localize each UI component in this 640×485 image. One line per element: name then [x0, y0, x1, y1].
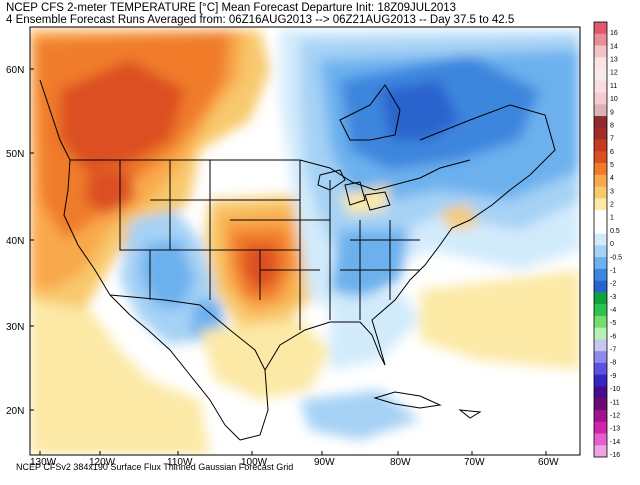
colorbar-swatch	[594, 409, 607, 423]
lon-label-80w: 80W	[390, 457, 411, 468]
lon-label-70w: 70W	[464, 457, 485, 468]
colorbar-swatch	[594, 257, 607, 270]
lat-ticks	[30, 68, 547, 455]
colorbar-label: 4	[610, 175, 614, 182]
colorbar-swatch	[594, 327, 607, 340]
colorbar-label: -8	[610, 360, 616, 367]
lat-label-60n: 60N	[6, 65, 24, 76]
colorbar-label: -14	[610, 439, 620, 446]
colorbar-swatch	[594, 315, 607, 328]
colorbar-label: 2	[610, 202, 614, 209]
colorbar-swatch	[594, 268, 607, 281]
colorbar-label: 13	[610, 57, 618, 64]
colorbar-swatch	[594, 292, 607, 305]
colorbar-swatch	[594, 233, 607, 246]
colorbar-swatch	[594, 57, 607, 70]
colorbar-label: 10	[610, 96, 618, 103]
colorbar-label: -9	[610, 373, 616, 380]
lat-label-20n: 20N	[6, 406, 24, 417]
colorbar-label: -0.5	[610, 254, 622, 261]
colorbar-swatch	[594, 22, 607, 35]
title-line-1: NCEP CFS 2-meter TEMPERATURE [°C] Mean F…	[6, 2, 457, 14]
colorbar-label: -1	[610, 267, 616, 274]
colorbar-label: 7	[610, 136, 614, 143]
colorbar-swatch	[594, 163, 607, 176]
lon-label-120w: 120W	[89, 457, 116, 468]
lon-label-130w: 130W	[30, 457, 57, 468]
colorbar-swatch	[594, 339, 607, 352]
colorbar-label: -2	[610, 281, 616, 288]
map-outlines	[39, 79, 556, 441]
title-line-2: 4 Ensemble Forecast Runs Averaged from: …	[6, 14, 515, 26]
lon-label-110w: 110W	[167, 457, 193, 468]
colorbar-label: -11	[610, 399, 620, 406]
colorbar-swatch	[594, 198, 607, 211]
colorbar-swatch	[594, 351, 607, 364]
colorbar-swatch	[594, 174, 607, 187]
colorbar-label: 0	[610, 241, 614, 248]
colorbar-swatch	[594, 104, 607, 117]
colorbar-swatch	[594, 139, 607, 152]
colorbar-swatch	[594, 92, 607, 105]
colorbar-label: -6	[610, 333, 616, 340]
colorbar-label: -5	[610, 320, 616, 327]
colorbar-swatch	[594, 280, 607, 293]
colorbar-swatch	[594, 151, 607, 164]
colorbar-swatch	[594, 362, 607, 376]
colorbar-swatch	[594, 45, 607, 58]
colorbar-label: 1	[610, 215, 614, 222]
colorbar-label: 0.5	[610, 228, 620, 235]
colorbar-label: 14	[610, 43, 618, 50]
colorbar-swatch	[594, 398, 607, 411]
lat-label-40n: 40N	[6, 236, 24, 247]
colorbar-swatch	[594, 210, 607, 223]
lat-label-50n: 50N	[6, 149, 24, 160]
lon-label-90w: 90W	[314, 457, 335, 468]
colorbar-label: 6	[610, 149, 614, 156]
colorbar-swatch	[594, 80, 607, 93]
colorbar-label: -16	[610, 452, 620, 459]
colorbar-swatch	[594, 69, 607, 82]
colorbar-swatch	[594, 245, 607, 258]
colorbar-label: 9	[610, 109, 614, 116]
map-frame	[29, 26, 581, 456]
lat-label-30n: 30N	[6, 322, 24, 333]
colorbar-swatch	[594, 221, 607, 234]
colorbar-label: 5	[610, 162, 614, 169]
colorbar-swatch	[594, 186, 607, 199]
colorbar: 16 14 13 12 11 10 9 8 7 6 5 4 3 2 1 0.5 0 -0.5 -1 -2 -3 -4 -5 -…	[593, 21, 622, 459]
colorbar-frame	[593, 21, 608, 458]
colorbar-swatch	[594, 127, 607, 140]
colorbar-label: 11	[610, 83, 617, 90]
colorbar-swatch	[594, 421, 607, 434]
colorbar-label: -7	[610, 347, 616, 354]
colorbar-label: 16	[610, 30, 618, 37]
colorbar-label: -10	[610, 386, 620, 393]
colorbar-label: -3	[610, 294, 616, 301]
lon-label-60w: 60W	[538, 457, 559, 468]
colorbar-label: 3	[610, 188, 614, 195]
colorbar-swatch	[594, 116, 607, 129]
colorbar-swatch	[594, 445, 607, 458]
colorbar-swatch	[594, 433, 607, 446]
temperature-field	[30, 27, 580, 455]
colorbar-label: -13	[610, 426, 620, 433]
footer-caption: NCEP CFSv2 384x190 Surface Flux Thinned …	[16, 462, 294, 472]
colorbar-swatch	[594, 304, 607, 317]
colorbar-label: 12	[610, 70, 618, 77]
lon-label-100w: 100W	[241, 457, 268, 468]
colorbar-swatch	[594, 386, 607, 399]
colorbar-swatch	[594, 33, 607, 46]
colorbar-swatch	[594, 374, 607, 387]
colorbar-label: -4	[610, 307, 616, 314]
colorbar-label: 8	[610, 122, 614, 129]
colorbar-label: -12	[610, 412, 620, 419]
